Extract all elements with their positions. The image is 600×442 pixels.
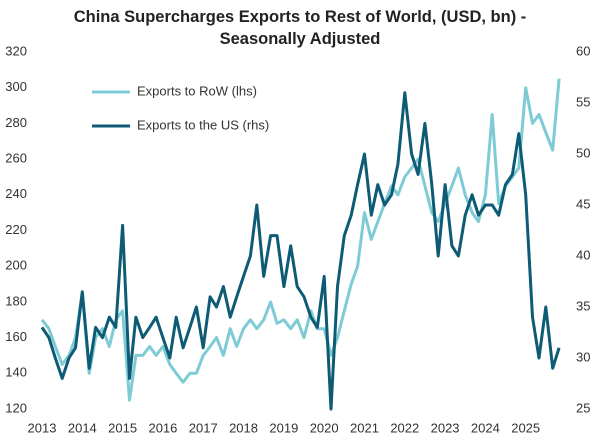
x-tick-label: 2013 — [28, 420, 57, 435]
y-tick-label: 300 — [5, 79, 27, 94]
x-tick-label: 2022 — [390, 420, 419, 435]
legend-label: Exports to RoW (lhs) — [137, 83, 257, 98]
series-line — [40, 91, 561, 411]
x-tick-label: 2015 — [108, 420, 137, 435]
y2-tick-label: 45 — [576, 196, 590, 211]
y2-tick-label: 35 — [576, 298, 590, 313]
y2-tick-label: 60 — [576, 43, 590, 58]
y-tick-label: 280 — [5, 115, 27, 130]
y-tick-label: 260 — [5, 151, 27, 166]
x-tick-label: 2017 — [189, 420, 218, 435]
chart-title: China Supercharges Exports to Rest of Wo… — [73, 8, 527, 48]
x-tick-label: 2014 — [68, 420, 97, 435]
y-tick-label: 180 — [5, 293, 27, 308]
x-tick-label: 2025 — [511, 420, 540, 435]
x-tick-label: 2019 — [269, 420, 298, 435]
y2-tick-label: 30 — [576, 349, 590, 364]
y-tick-label: 220 — [5, 222, 27, 237]
y2-tick-label: 50 — [576, 145, 590, 160]
x-tick-label: 2020 — [310, 420, 339, 435]
y-tick-label: 320 — [5, 43, 27, 58]
x-tick-label: 2023 — [431, 420, 460, 435]
y2-tick-label: 25 — [576, 400, 590, 415]
x-tick-label: 2021 — [350, 420, 379, 435]
x-tick-label: 2016 — [148, 420, 177, 435]
x-tick-label: 2018 — [229, 420, 258, 435]
y-tick-label: 120 — [5, 400, 27, 415]
y-tick-label: 160 — [5, 329, 27, 344]
y2-tick-label: 55 — [576, 94, 590, 109]
y-tick-label: 140 — [5, 365, 27, 380]
x-tick-label: 2024 — [471, 420, 500, 435]
series-line — [40, 78, 561, 402]
y2-tick-label: 40 — [576, 247, 590, 262]
y-tick-label: 200 — [5, 258, 27, 273]
legend-label: Exports to the US (rhs) — [137, 117, 269, 132]
y-tick-label: 240 — [5, 186, 27, 201]
